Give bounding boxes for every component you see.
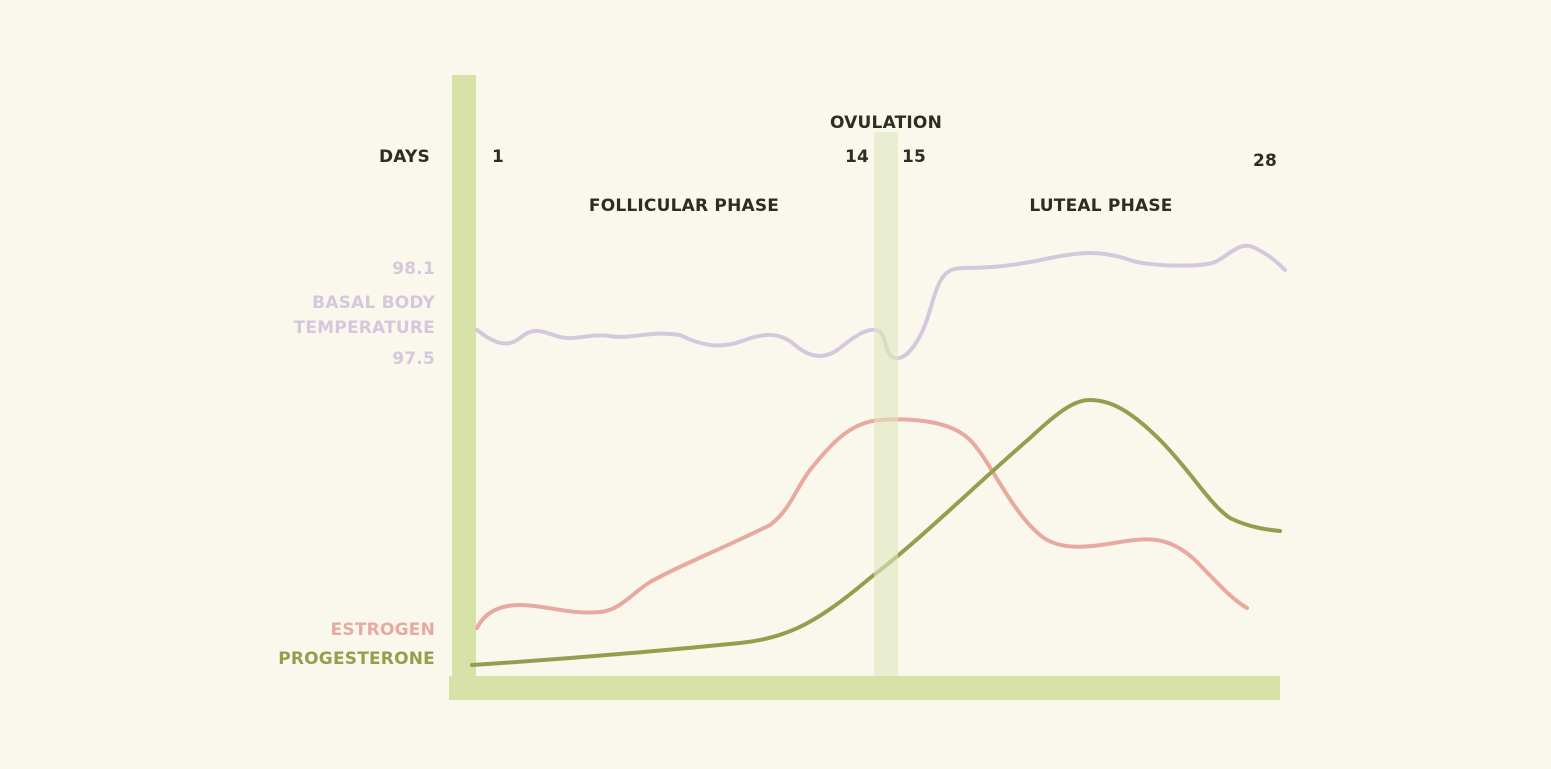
estrogen-label: ESTROGEN xyxy=(330,620,435,640)
estrogen-line xyxy=(475,417,1249,630)
day-14-label: 14 xyxy=(845,147,870,167)
x-axis-bar xyxy=(449,676,1280,700)
progesterone-line xyxy=(470,397,1282,667)
day-1-label: 1 xyxy=(492,147,505,167)
temp-low-label: 97.5 xyxy=(392,349,435,369)
progesterone-label: PROGESTERONE xyxy=(278,649,435,669)
luteal-phase-label: LUTEAL PHASE xyxy=(1029,196,1173,216)
day-28-label: 28 xyxy=(1253,151,1278,171)
follicular-phase-label: FOLLICULAR PHASE xyxy=(588,196,780,216)
temp-title-line1: BASAL BODY xyxy=(312,293,435,313)
temp-high-label: 98.1 xyxy=(392,259,435,279)
ovulation-band xyxy=(874,132,898,676)
day-15-label: 15 xyxy=(902,147,927,167)
y-axis-bar xyxy=(452,75,476,700)
temp-title-line2: TEMPERATURE xyxy=(293,318,435,338)
ovulation-label: OVULATION xyxy=(829,113,943,133)
days-label: DAYS xyxy=(379,147,430,167)
